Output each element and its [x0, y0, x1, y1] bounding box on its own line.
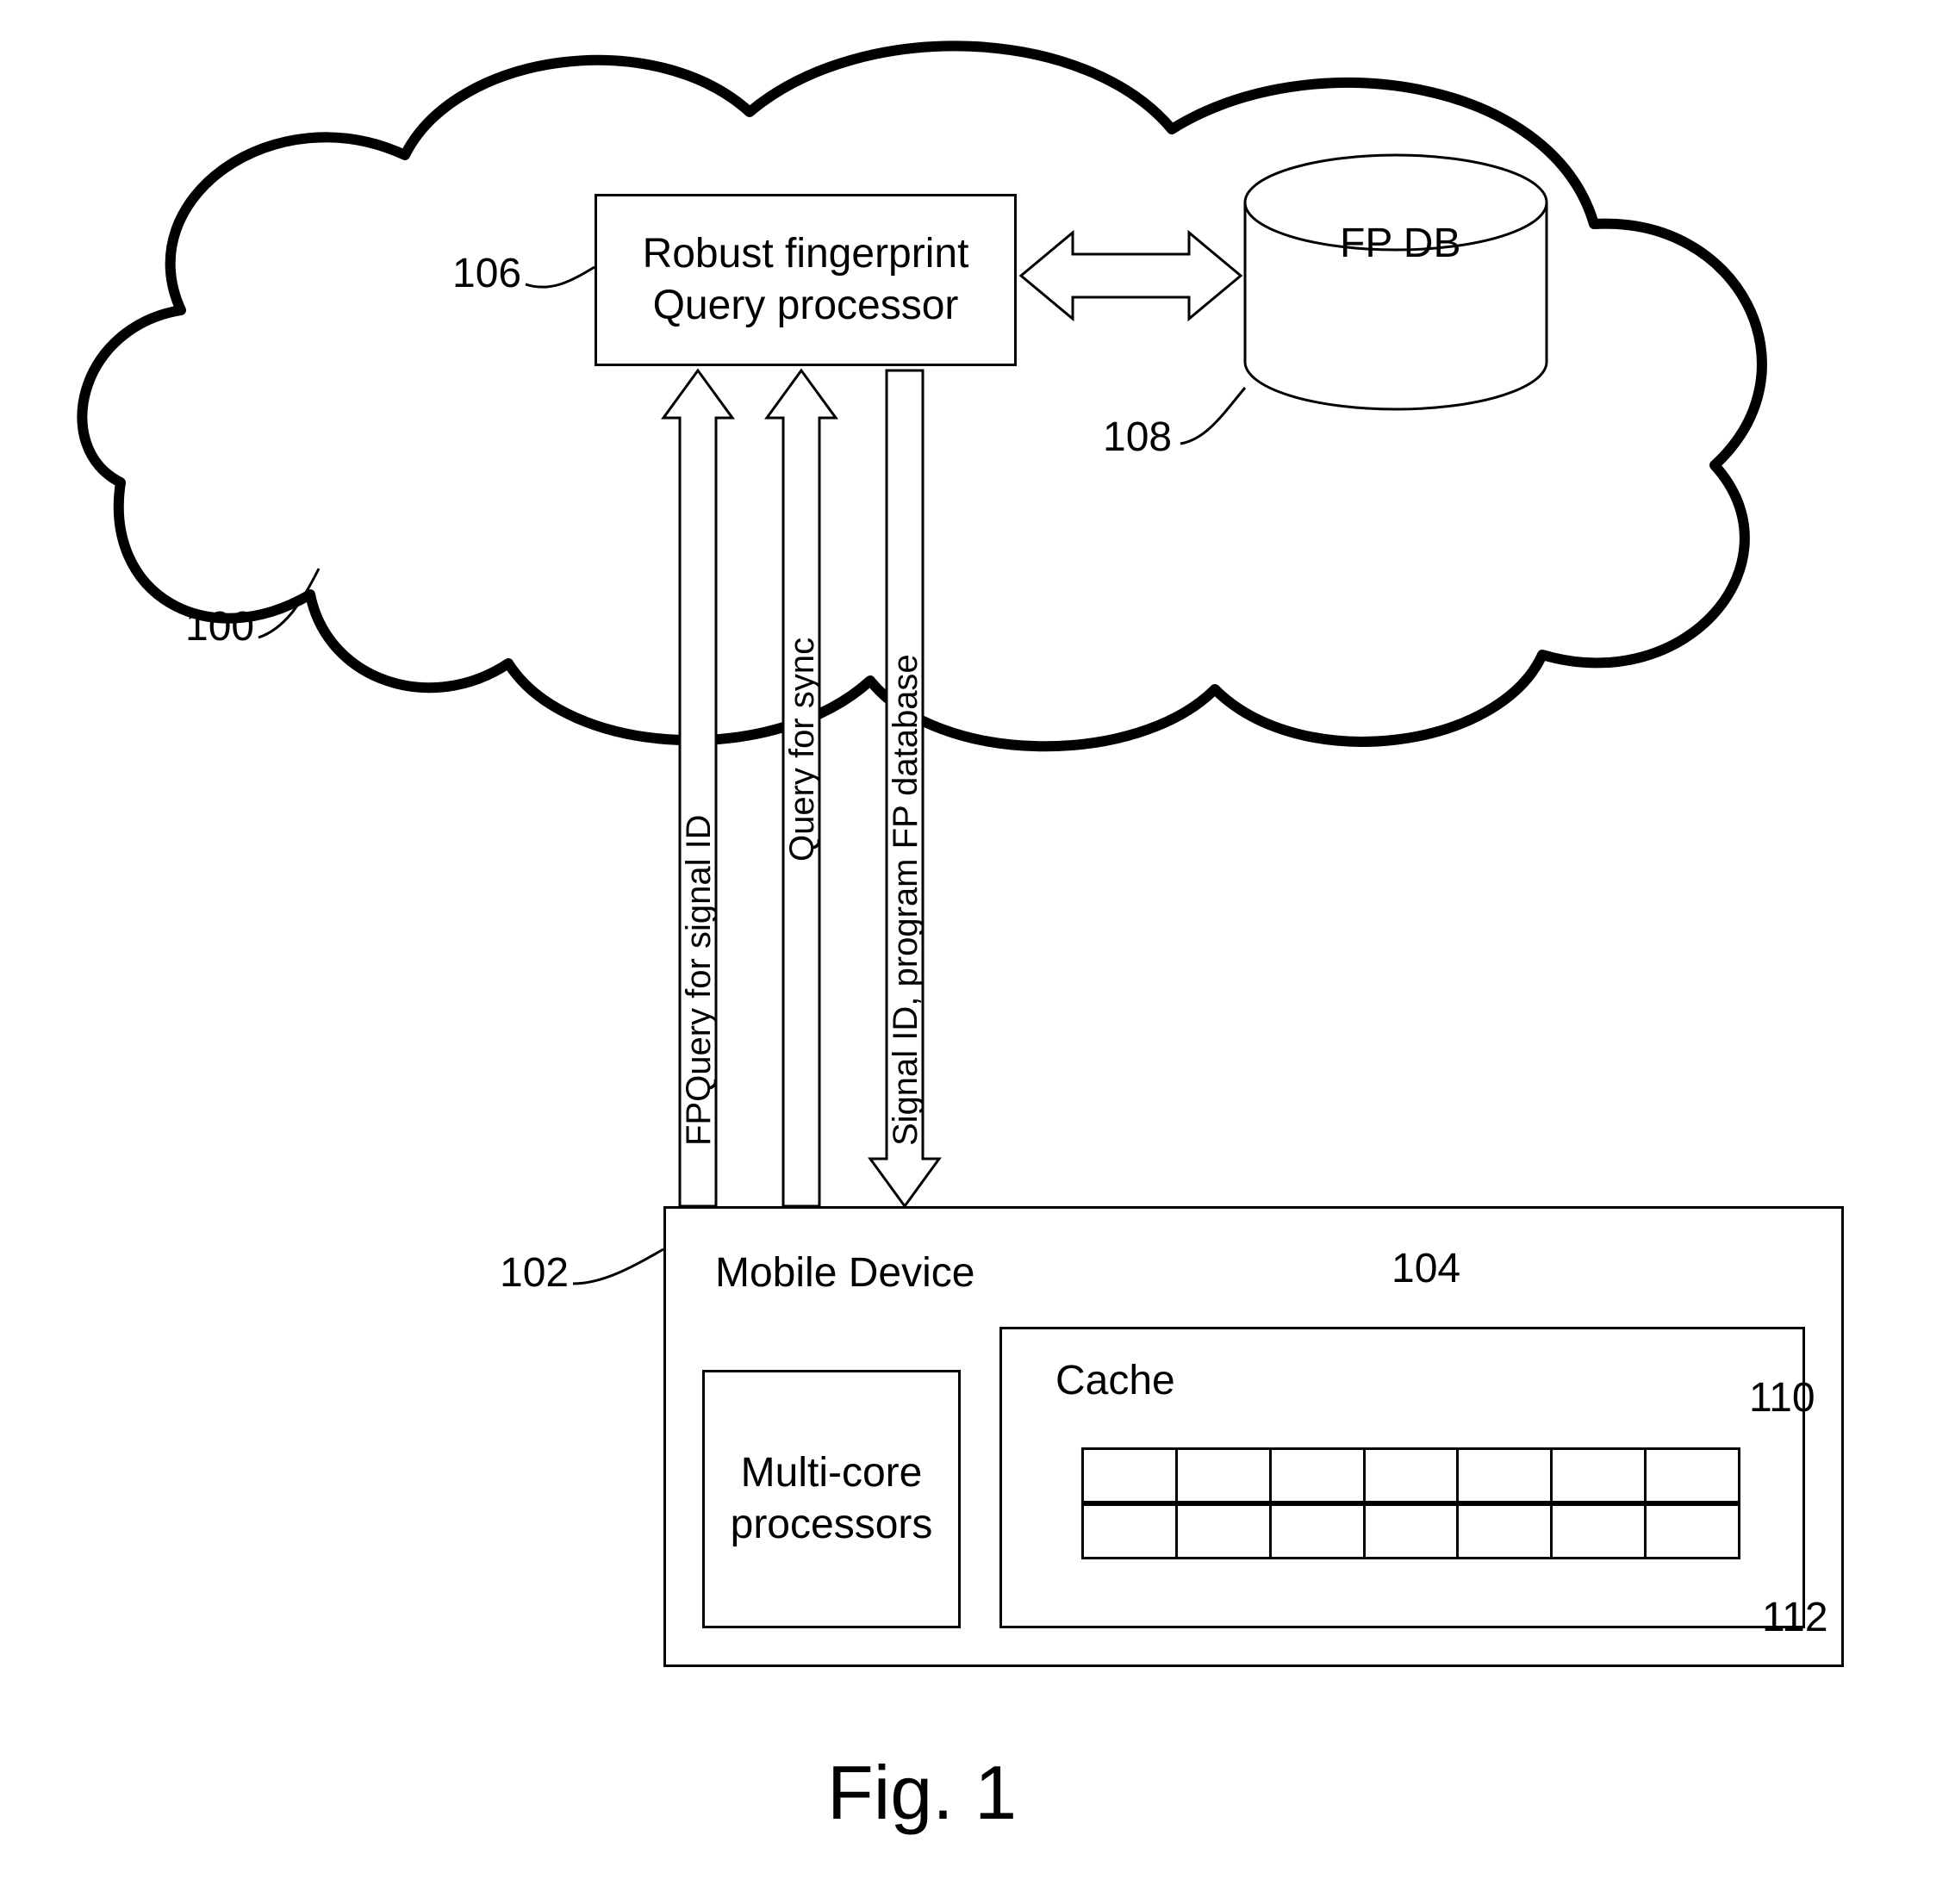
cache-cell — [1647, 1506, 1738, 1557]
arrow-label-1: FPQuery for signal ID — [680, 814, 718, 1146]
ref-112: 112 — [1762, 1594, 1828, 1641]
multicore-text: Multi-core processors — [731, 1447, 933, 1551]
cache-cell — [1553, 1506, 1647, 1557]
cache-title: Cache — [1055, 1357, 1175, 1404]
ref-110: 110 — [1749, 1374, 1815, 1422]
cache-cell — [1084, 1450, 1178, 1501]
cache-cell — [1647, 1450, 1738, 1501]
arrow-label-3: Signal ID, program FP database — [887, 654, 925, 1146]
cache-row-top — [1081, 1447, 1740, 1503]
cache-cell — [1178, 1450, 1272, 1501]
ref-104: 104 — [1392, 1245, 1460, 1292]
leader-102 — [573, 1249, 663, 1284]
cache-cell — [1272, 1450, 1366, 1501]
cache-cell — [1178, 1506, 1272, 1557]
query-processor-line1: Robust fingerprint — [643, 231, 969, 277]
query-processor-text: Robust fingerprint Query processor — [643, 228, 969, 332]
figure-caption: Fig. 1 — [827, 1749, 1017, 1837]
ref-108: 108 — [1103, 414, 1172, 461]
cache-cell — [1459, 1450, 1553, 1501]
cache-cell — [1553, 1450, 1647, 1501]
fp-db-cylinder — [1245, 155, 1547, 409]
cache-cell — [1459, 1506, 1553, 1557]
ref-100: 100 — [185, 603, 254, 650]
ref-106: 106 — [452, 250, 521, 297]
cache-cell — [1272, 1506, 1366, 1557]
cache-cell — [1084, 1506, 1178, 1557]
figure-stage: FPQuery for signal ID Query for sync Sig… — [0, 0, 1955, 1904]
fp-db-label: FP DB — [1340, 220, 1460, 267]
multicore-line1: Multi-core — [741, 1450, 923, 1496]
cache-cell — [1366, 1450, 1460, 1501]
cache-cell — [1366, 1506, 1460, 1557]
mobile-device-title: Mobile Device — [715, 1249, 974, 1297]
query-processor-box: Robust fingerprint Query processor — [595, 194, 1017, 366]
arrow-label-2: Query for sync — [783, 638, 821, 862]
ref-102: 102 — [500, 1249, 569, 1297]
query-processor-line2: Query processor — [653, 283, 959, 328]
multicore-line2: processors — [731, 1502, 933, 1547]
cache-row-bottom — [1081, 1503, 1740, 1559]
multicore-box: Multi-core processors — [702, 1370, 961, 1628]
